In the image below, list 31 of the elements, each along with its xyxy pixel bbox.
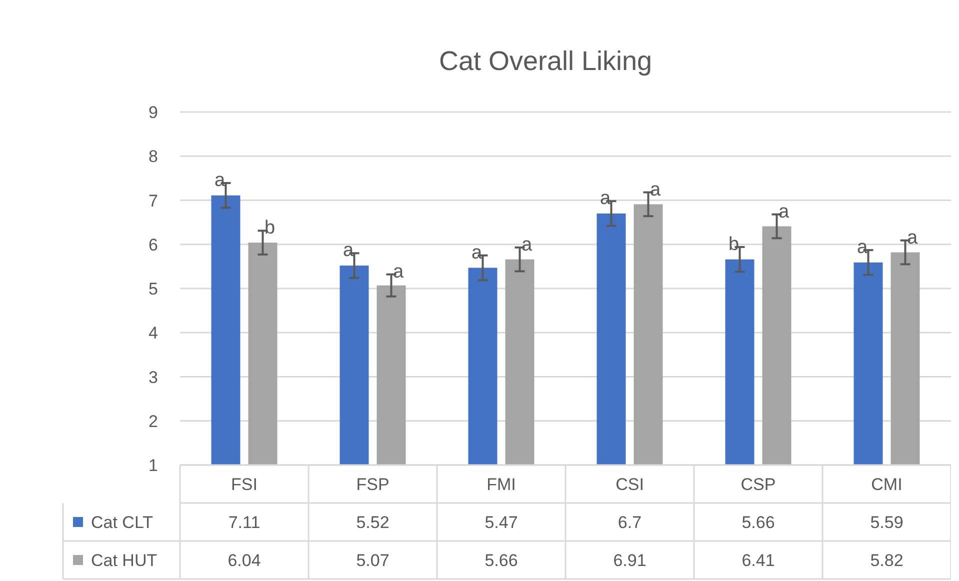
y-tick-label: 6 bbox=[148, 235, 158, 254]
y-tick-label: 4 bbox=[148, 324, 158, 343]
legend-label: Cat CLT bbox=[91, 513, 154, 532]
data-label: 6.41 bbox=[742, 551, 775, 570]
x-tick-label: CMI bbox=[871, 475, 902, 494]
x-tick-label: FSI bbox=[231, 475, 258, 494]
data-label: 5.59 bbox=[870, 513, 904, 532]
annotation: b bbox=[264, 218, 276, 239]
x-tick-label: FMI bbox=[486, 475, 516, 494]
data-label: 5.82 bbox=[870, 551, 904, 570]
x-tick-label: CSP bbox=[740, 475, 776, 494]
data-label: 5.07 bbox=[356, 551, 390, 570]
y-tick-label: 2 bbox=[148, 412, 158, 431]
data-label: 6.04 bbox=[228, 551, 261, 570]
data-label: 5.66 bbox=[742, 513, 775, 532]
chart-title: Cat Overall Liking bbox=[438, 46, 652, 76]
data-label: 6.7 bbox=[618, 513, 642, 532]
y-tick-label: 7 bbox=[148, 191, 158, 210]
x-tick-label: FSP bbox=[356, 475, 390, 494]
data-label: 5.47 bbox=[484, 513, 518, 532]
y-tick-label: 8 bbox=[148, 147, 158, 166]
data-label: 7.11 bbox=[228, 513, 260, 532]
data-label: 5.66 bbox=[484, 551, 518, 570]
y-tick-label: 1 bbox=[148, 456, 158, 475]
y-tick-label: 9 bbox=[148, 103, 158, 122]
legend-label: Cat HUT bbox=[91, 551, 158, 570]
y-tick-label: 5 bbox=[148, 280, 158, 298]
y-tick-label: 3 bbox=[148, 368, 158, 387]
x-tick-label: CSI bbox=[616, 475, 644, 494]
data-label: 5.52 bbox=[356, 513, 390, 532]
data-label: 6.91 bbox=[613, 551, 646, 570]
